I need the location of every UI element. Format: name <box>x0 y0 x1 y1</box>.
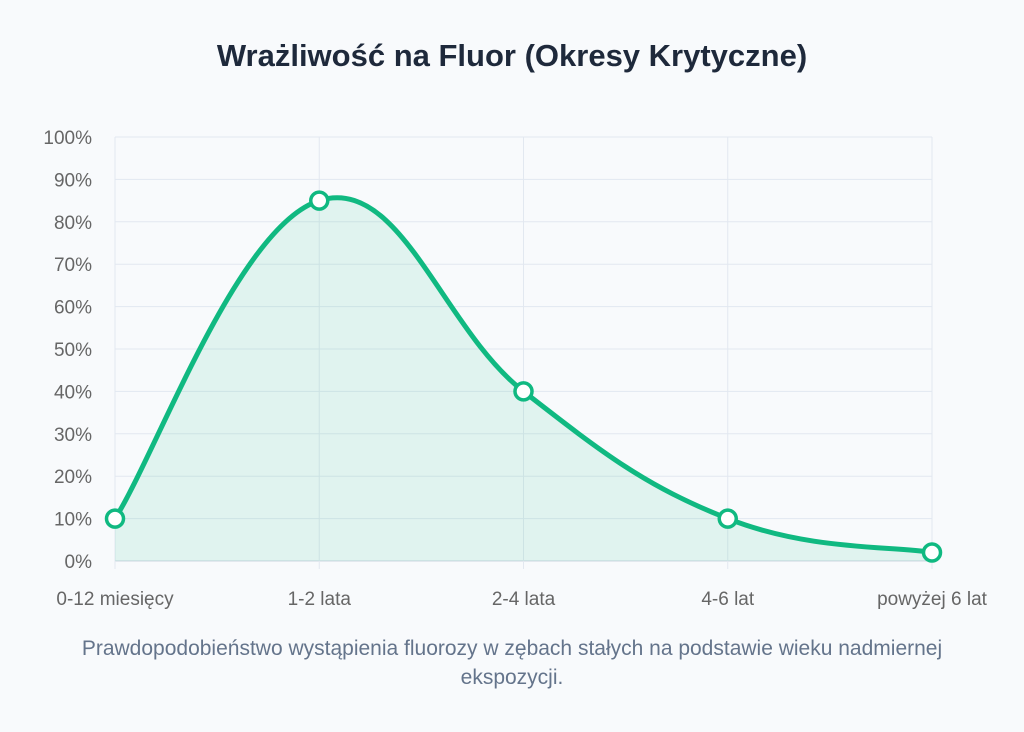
data-point <box>309 190 330 211</box>
x-tick-label: 2-4 lata <box>492 589 556 610</box>
y-tick-label: 90% <box>54 170 92 191</box>
line-chart: 0% 10% 20% 30% 40% 50% 60% 70% 80% 90% 100% 0-12 mi… <box>43 128 988 610</box>
data-point <box>513 381 534 402</box>
y-tick-label: 20% <box>54 467 92 488</box>
chart-title: Wrażliwość na Fluor (Okresy Krytyczne) <box>216 38 808 73</box>
y-tick-label: 80% <box>54 213 92 234</box>
chart-caption: Prawdopodobieństwo wystąpienia fluorozy … <box>81 637 943 689</box>
data-point <box>717 508 738 529</box>
data-point <box>921 542 943 563</box>
y-tick-label: 30% <box>54 425 92 446</box>
x-tick-label: 0-12 miesięcy <box>56 589 174 610</box>
y-tick-label: 100% <box>43 128 92 149</box>
data-point <box>104 508 126 529</box>
y-tick-label: 70% <box>54 255 92 276</box>
y-tick-label: 60% <box>54 298 92 319</box>
x-tick-label: powyżej 6 lat <box>877 589 988 610</box>
area-fill <box>115 197 932 561</box>
x-tick-label: 1-2 lata <box>288 589 352 610</box>
x-tick-label: 4-6 lat <box>701 589 755 610</box>
y-tick-label: 40% <box>54 382 92 403</box>
y-tick-label: 10% <box>54 510 92 531</box>
series-line <box>112 195 933 555</box>
y-tick-label: 50% <box>54 340 92 361</box>
y-tick-label: 0% <box>65 552 93 573</box>
